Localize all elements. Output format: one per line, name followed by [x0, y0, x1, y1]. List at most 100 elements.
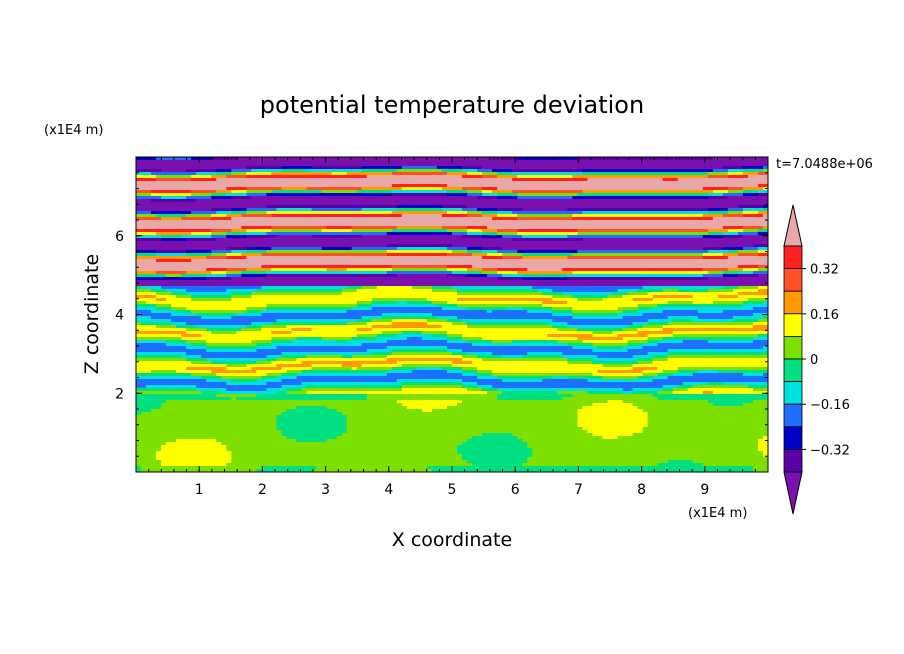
contour-cell — [527, 310, 553, 314]
colorbar-label: −0.32 — [810, 443, 850, 458]
contour-cell — [251, 196, 478, 200]
contour-cell — [226, 247, 247, 251]
contour-cell — [752, 400, 768, 404]
contour-cell — [482, 187, 498, 191]
contour-cell — [306, 169, 363, 173]
contour-cell — [136, 301, 147, 305]
contour-cell — [452, 286, 533, 290]
contour-cell — [211, 250, 232, 254]
contour-cell — [341, 364, 363, 368]
y-tick-label: 6 — [115, 229, 124, 245]
contour-cell — [657, 463, 704, 467]
contour-cell — [191, 295, 232, 299]
contour-cell — [401, 166, 438, 170]
contour-cell — [577, 328, 624, 332]
contour-cell — [396, 400, 463, 404]
contour-cell — [752, 307, 768, 311]
colorbar-band — [783, 245, 803, 270]
contour-cell — [592, 343, 629, 347]
contour-cell — [201, 316, 232, 320]
contour-cell — [276, 421, 348, 425]
contour-cell — [707, 172, 729, 176]
contour-cell — [271, 190, 323, 194]
contour-cell — [757, 232, 768, 236]
contour-cell — [482, 388, 498, 392]
contour-cell — [136, 439, 177, 443]
contour-cell — [136, 349, 207, 353]
contour-cell — [722, 271, 739, 275]
contour-cell — [542, 379, 589, 383]
contour-cell — [401, 385, 463, 389]
contour-cell — [467, 325, 553, 329]
contour-cell — [707, 289, 734, 293]
contour-cell — [452, 271, 468, 275]
contour-cell — [682, 340, 709, 344]
contour-cell — [201, 334, 358, 338]
contour-cell — [181, 355, 202, 359]
contour-cell — [251, 367, 283, 371]
contour-cell — [166, 442, 222, 446]
contour-cell — [742, 235, 768, 239]
contour-cell — [166, 343, 192, 347]
contour-cell — [712, 403, 744, 407]
contour-cell — [632, 364, 768, 368]
contour-cell — [281, 379, 398, 383]
contour-cell — [136, 187, 227, 191]
contour-cell — [517, 175, 573, 179]
contour-cell — [667, 301, 694, 305]
contour-cell — [572, 307, 619, 311]
contour-cell — [617, 436, 764, 440]
contour-cell — [136, 211, 152, 215]
contour-cell — [467, 205, 739, 209]
contour-cell — [692, 460, 768, 464]
contour-cell — [757, 229, 768, 233]
contour-cell — [502, 253, 523, 257]
contour-cell — [742, 214, 764, 218]
contour-cell — [702, 268, 729, 272]
contour-cell — [216, 190, 232, 194]
contour-cell — [527, 268, 563, 272]
contour-cell — [226, 445, 458, 449]
contour-cell — [592, 403, 634, 407]
contour-cell — [391, 211, 448, 215]
contour-cell — [436, 304, 458, 308]
contour-cell — [246, 256, 483, 260]
contour-cell — [216, 394, 257, 398]
contour-cell — [246, 247, 273, 251]
contour-cell — [482, 214, 498, 218]
contour-cell — [702, 391, 714, 395]
contour-cell — [657, 373, 674, 377]
contour-cell — [136, 373, 192, 377]
contour-cell — [311, 364, 343, 368]
contour-cell — [161, 286, 262, 290]
contour-cell — [452, 250, 468, 254]
contour-cell — [672, 391, 704, 395]
contour-cell — [306, 187, 363, 191]
contour-cell — [256, 346, 278, 350]
contour-cell — [502, 235, 523, 239]
contour-cell — [386, 346, 448, 350]
colorbar-band — [783, 426, 803, 450]
contour-cell — [622, 295, 654, 299]
contour-cell — [647, 352, 669, 356]
contour-cell — [256, 349, 368, 353]
contour-cell — [211, 208, 232, 212]
contour-cell — [136, 286, 142, 290]
contour-cell — [507, 307, 523, 311]
contour-cell — [391, 229, 448, 233]
contour-cell — [592, 358, 639, 362]
contour-cell — [762, 205, 768, 209]
contour-cell — [246, 208, 278, 212]
contour-cell — [637, 304, 659, 308]
contour-cell — [622, 328, 639, 332]
contour-cell — [457, 316, 573, 320]
contour-cell — [156, 325, 177, 329]
contour-cell — [512, 190, 584, 194]
contour-cell — [301, 382, 403, 386]
contour-cell — [136, 214, 157, 218]
contour-cell — [622, 310, 639, 314]
contour-cell — [411, 286, 433, 290]
x-axis: 1 2 3 4 5 6 7 8 9 — [148, 157, 769, 498]
contour-cell — [482, 235, 503, 239]
contour-cell — [542, 304, 639, 308]
